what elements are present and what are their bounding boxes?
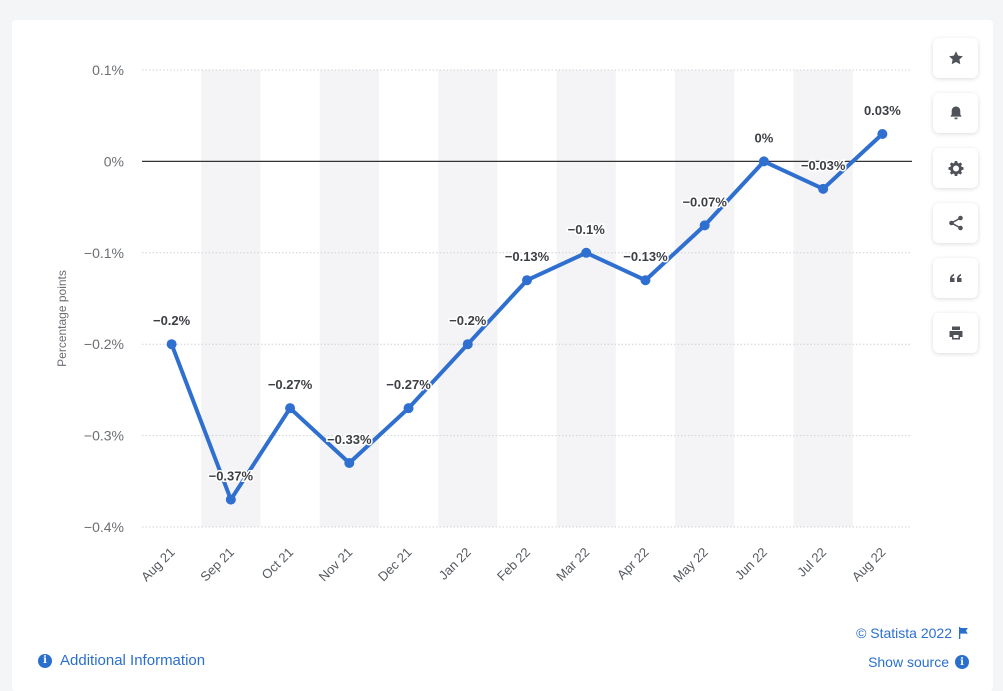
data-point [640,275,651,286]
y-tick-label: −0.1% [84,245,124,261]
x-tick-label: Aug 21 [138,545,178,585]
data-label: 0.03% [864,103,901,118]
gear-icon [948,161,963,176]
background-band [438,70,498,527]
data-label: −0.33% [327,432,372,447]
x-tick-label: Sep 21 [197,545,237,585]
data-point [758,156,769,167]
data-point [225,494,236,505]
data-point [877,128,888,139]
additional-information-label: Additional Information [60,652,206,669]
background-band [675,70,735,527]
x-tick-label: Dec 21 [375,545,415,585]
data-point [581,247,592,258]
info-icon: i [955,655,969,669]
x-tick-label: Jul 22 [794,545,829,580]
print-button[interactable] [933,313,978,353]
bell-icon [949,106,962,120]
y-tick-label: −0.4% [84,519,124,535]
settings-button[interactable] [933,148,978,188]
show-source-link[interactable]: Show source i [868,654,969,670]
data-label: 0% [755,130,774,145]
background-band [319,70,379,527]
x-tick-label: Jun 22 [732,545,770,583]
data-label: −0.27% [386,377,431,392]
y-tick-label: −0.3% [84,428,124,444]
data-label: −0.2% [449,313,487,328]
data-label: −0.13% [505,249,550,264]
x-tick-label: Nov 21 [316,545,356,585]
data-point [285,403,296,414]
x-tick-label: May 22 [670,545,711,586]
data-label: −0.07% [682,194,727,209]
y-tick-label: −0.2% [84,336,124,352]
data-label: −0.13% [623,249,668,264]
data-label: −0.2% [153,313,191,328]
background-band [201,70,261,527]
y-axis-label: Percentage points [55,270,69,367]
additional-information-link[interactable]: i Additional Information [38,652,205,669]
y-tick-label: 0.1% [92,62,124,78]
data-point [462,339,473,350]
data-point [344,458,355,469]
data-point [403,403,414,414]
toolbar [933,38,978,368]
x-tick-label: Mar 22 [553,545,592,584]
data-point [699,220,710,231]
favorite-button[interactable] [933,38,978,78]
notification-button[interactable] [933,93,978,133]
background-band [793,70,853,527]
background-band [556,70,616,527]
y-tick-label: 0% [104,153,124,169]
print-icon [949,326,962,340]
share-button[interactable] [933,203,978,243]
copyright: © Statista 2022 [856,625,969,641]
data-label: −0.1% [568,222,606,237]
show-source-label: Show source [868,654,949,670]
chart-card: 0.1% 0% −0.1% −0.2% −0.3% −0.4% Percentage poi… [12,20,993,691]
share-icon [948,215,963,231]
line-chart: 0.1% 0% −0.1% −0.2% −0.3% −0.4% Percentage poi… [55,62,912,586]
flag-icon [959,627,968,639]
data-point [166,339,177,350]
quote-icon [949,274,961,282]
x-tick-label: Aug 22 [849,545,889,585]
x-tick-label: Jan 22 [436,545,474,583]
series-line [169,131,885,502]
data-point [522,275,532,286]
copyright-label: © Statista 2022 [856,625,952,641]
data-label: −0.37% [209,469,254,484]
x-tick-label: Oct 21 [259,545,297,583]
data-point [818,183,829,194]
info-icon: i [38,653,52,668]
data-label: −0.03% [801,158,846,173]
data-label: −0.27% [268,377,313,392]
star-icon [948,51,963,65]
x-tick-label: Feb 22 [494,545,533,584]
cite-button[interactable] [933,258,978,298]
x-tick-label: Apr 22 [614,545,652,583]
